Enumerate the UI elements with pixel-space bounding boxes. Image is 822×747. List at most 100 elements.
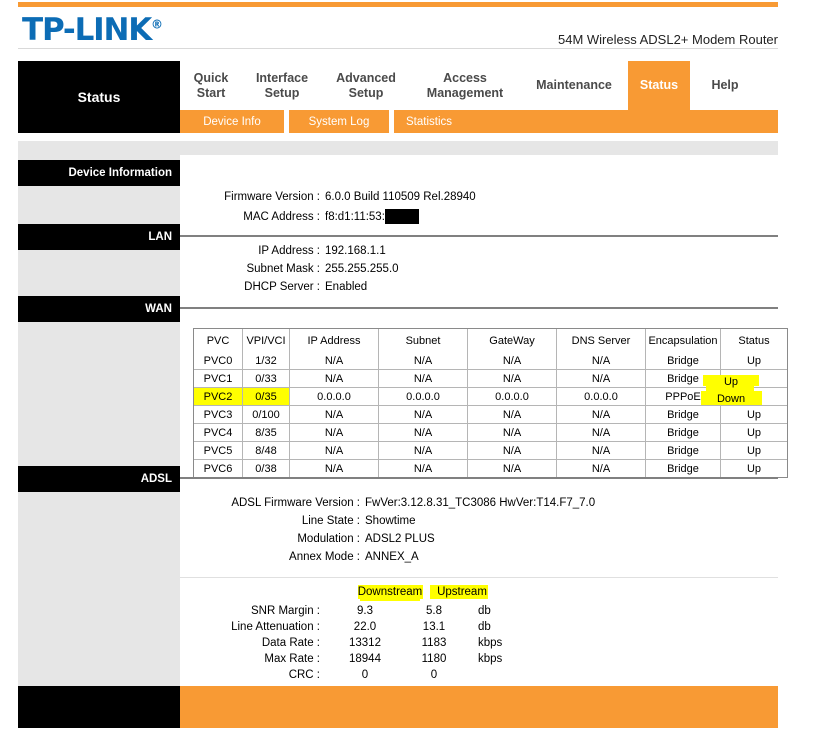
header-divider [18,48,778,49]
stats-header-upstream: Upstream [437,586,487,598]
wan-cell-encapsulation: Bridge [646,406,721,424]
wan-cell-ip: N/A [290,370,379,388]
table-row: PVC0 1/32 N/A N/A N/A N/A Bridge Up [194,352,787,370]
stat-unit-max-rate: kbps [478,653,503,665]
lan-ip-address-row: IP Address : 192.168.1.1 [180,245,386,257]
wan-cell-status: Down [721,388,787,406]
wan-cell-gateway: N/A [468,370,557,388]
sub-tab-system-log[interactable]: System Log [308,115,370,128]
section-label-adsl: ADSL [18,466,180,492]
wan-cell-ip: N/A [290,424,379,442]
wan-cell-status: Up [721,442,787,460]
tab-interface-setup[interactable]: Interface Setup [255,71,309,100]
navigation-bar: Status Quick Start Interface Setup Advan… [0,61,822,133]
sub-tab-separator [389,110,394,133]
mac-address-redaction-box [384,209,419,224]
adsl-line-state-row: Line State : Showtime [180,515,416,527]
firmware-version-label: Firmware Version : [224,191,320,203]
current-page-title: Status [18,61,180,133]
wan-cell-vpivci: 0/33 [243,370,290,388]
table-row: PVC3 0/100 N/A N/A N/A N/A Bridge Up [194,406,787,424]
wan-cell-pvc: PVC1 [194,370,243,388]
stat-upstream-crc: 0 [430,669,438,681]
wan-cell-status: Up [721,406,787,424]
brand-header: TP-LINK® 54M Wireless ADSL2+ Modem Route… [0,10,822,58]
sub-tab-device-info[interactable]: Device Info [203,115,261,128]
wan-cell-status: Up [721,352,787,370]
footer-left-block [18,686,180,728]
wan-table-container: PVC VPI/VCI IP Address Subnet GateWay DN… [193,328,788,478]
mac-address-label: MAC Address : [243,210,320,223]
wan-cell-dns: 0.0.0.0 [557,388,646,406]
adsl-annex-mode-row: Annex Mode : ANNEX_A [180,551,419,563]
stat-unit-line-attenuation: db [478,621,491,633]
stat-label-crc: CRC : [288,669,320,681]
table-row: PVC2 0/35 0.0.0.0 0.0.0.0 0.0.0.0 0.0.0.… [194,388,787,406]
stat-downstream-snr-margin: 9.3 [357,605,373,617]
wan-cell-ip: 0.0.0.0 [290,388,379,406]
wan-cell-subnet: N/A [379,460,468,477]
stat-upstream-snr-margin: 5.8 [426,605,442,617]
tab-access-management[interactable]: Access Management [426,71,504,100]
wan-cell-encapsulation: PPPoE [646,388,721,406]
wan-col-pvc: PVC [194,329,243,352]
top-accent-bar [18,2,778,7]
main-tab-list: Quick Start Interface Setup Advanced Set… [180,61,778,110]
stat-upstream-data-rate: 1183 [421,637,447,649]
lan-subnet-mask-row: Subnet Mask : 255.255.255.0 [180,263,399,275]
wan-cell-gateway: N/A [468,442,557,460]
lan-subnet-mask-value: 255.255.255.0 [325,263,399,275]
wan-cell-subnet: N/A [379,424,468,442]
wan-cell-ip: N/A [290,352,379,370]
tab-advanced-setup[interactable]: Advanced Setup [336,71,396,100]
wan-cell-subnet: N/A [379,370,468,388]
wan-cell-pvc: PVC4 [194,424,243,442]
wan-cell-pvc: PVC6 [194,460,243,477]
wan-cell-status: Up [746,462,762,475]
wan-section-rule [180,307,778,309]
wan-cell-gateway: N/A [468,352,557,370]
adsl-modulation-label: Modulation : [297,533,360,545]
stat-unit-snr-margin: db [478,605,491,617]
tab-help[interactable]: Help [711,78,739,93]
wan-cell-subnet: N/A [379,442,468,460]
registered-trademark-icon: ® [151,17,164,32]
adsl-annex-mode-label: Annex Mode : [289,551,360,563]
adsl-firmware-version-row: ADSL Firmware Version : FwVer:3.12.8.31_… [180,497,595,509]
wan-cell-ip: N/A [290,460,379,477]
adsl-line-state-label: Line State : [301,515,360,527]
logo-text: TP-LINK [22,12,152,48]
wan-cell-encapsulation: Bridge [646,352,721,370]
wan-col-encapsulation: Encapsulation [646,329,721,352]
adsl-modulation-row: Modulation : ADSL2 PLUS [180,533,435,545]
table-row: PVC5 8/48 N/A N/A N/A N/A Bridge Up [194,442,787,460]
firmware-version-value: 6.0.0 Build 110509 Rel.28940 [325,191,476,203]
wan-cell-dns: N/A [557,442,646,460]
wan-cell-pvc: PVC5 [194,442,243,460]
wan-cell-subnet: N/A [379,406,468,424]
tab-status[interactable]: Status [628,61,690,110]
stat-downstream-data-rate: 13312 [349,637,381,649]
stat-label-data-rate: Data Rate : [261,637,320,649]
wan-cell-encapsulation: Bridge [646,460,721,477]
section-label-wan: WAN [18,296,180,322]
firmware-version-row: Firmware Version : 6.0.0 Build 110509 Re… [180,191,476,203]
adsl-stats-divider [180,577,778,578]
stat-label-max-rate: Max Rate : [264,653,320,665]
tab-maintenance[interactable]: Maintenance [536,78,612,93]
adsl-modulation-value: ADSL2 PLUS [365,533,435,545]
sub-tab-statistics[interactable]: Statistics [406,115,453,128]
adsl-firmware-version-label: ADSL Firmware Version : [231,497,360,509]
adsl-section-rule [180,477,778,479]
wan-cell-status: Up [721,424,787,442]
adsl-firmware-version-value: FwVer:3.12.8.31_TC3086 HwVer:T14.F7_7.0 [365,497,596,509]
tab-quick-start[interactable]: Quick Start [193,71,229,100]
stat-downstream-max-rate: 18944 [349,653,381,665]
stat-upstream-line-attenuation: 13.1 [422,621,446,633]
table-row: PVC1 0/33 N/A N/A N/A N/A Bridge Up [194,370,787,388]
wan-col-status: Status [738,334,770,347]
stat-downstream-crc: 0 [361,669,369,681]
stat-label-line-attenuation: Line Attenuation : [231,621,320,633]
wan-cell-subnet: N/A [379,352,468,370]
wan-cell-dns: N/A [557,424,646,442]
